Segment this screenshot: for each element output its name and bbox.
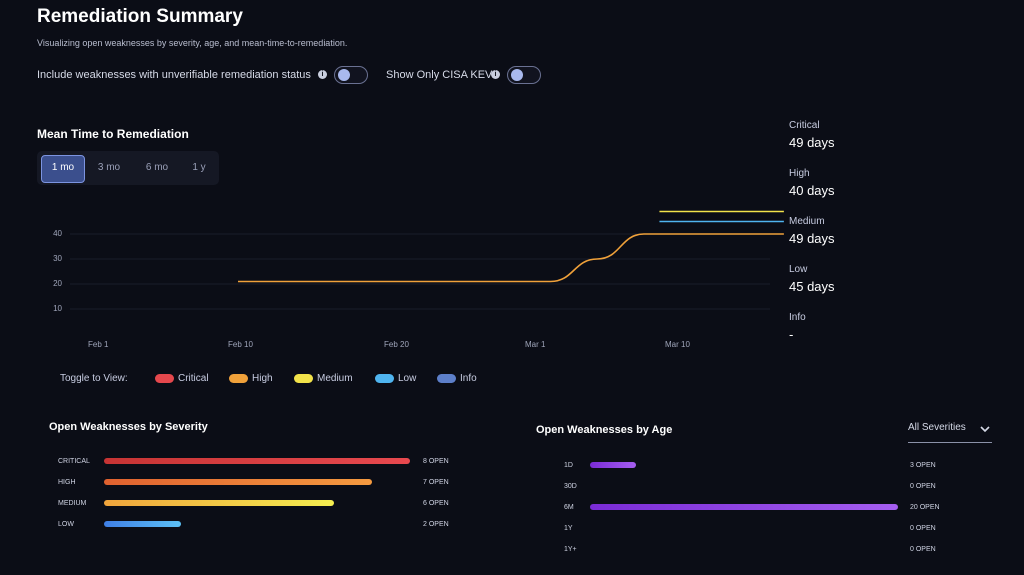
info-icon[interactable]: i <box>318 70 327 79</box>
severity-bar[interactable] <box>104 479 372 485</box>
legend-item-high[interactable]: High <box>229 373 299 385</box>
age-open-count: 3 OPEN <box>910 462 936 469</box>
cisa-kev-toggle-switch[interactable] <box>507 66 541 84</box>
age-open-count: 0 OPEN <box>910 483 936 490</box>
x-tick-label: Mar 10 <box>665 340 690 349</box>
unverifiable-toggle-switch[interactable] <box>334 66 368 84</box>
legend-swatch <box>294 374 313 383</box>
range-button-6mo[interactable]: 6 mo <box>145 162 169 173</box>
y-tick-label: 30 <box>53 254 62 263</box>
mttr-severity-days: 49 days <box>789 231 835 246</box>
age-bar-label: 6M <box>564 504 574 511</box>
x-tick-label: Feb 10 <box>228 340 253 349</box>
unverifiable-toggle-label: Include weaknesses with unverifiable rem… <box>37 69 311 81</box>
severity-panel-title: Open Weaknesses by Severity <box>49 421 208 433</box>
mttr-title: Mean Time to Remediation <box>37 127 189 141</box>
severity-bar[interactable] <box>104 521 181 527</box>
mttr-severity-name: High <box>789 168 810 179</box>
severity-open-count: 8 OPEN <box>423 458 449 465</box>
toggle-knob <box>338 69 350 81</box>
age-bar-label: 1D <box>564 462 573 469</box>
severity-open-count: 6 OPEN <box>423 500 449 507</box>
mttr-severity-days: 40 days <box>789 183 835 198</box>
legend-item-low[interactable]: Low <box>375 373 445 385</box>
age-bar-label: 1Y+ <box>564 546 577 553</box>
legend-label-text: Info <box>460 373 477 384</box>
x-tick-label: Feb 20 <box>384 340 409 349</box>
severity-filter-value: All Severities <box>908 422 966 433</box>
legend-swatch <box>155 374 174 383</box>
legend-label-text: Low <box>398 373 417 384</box>
legend-item-info[interactable]: Info <box>437 373 507 385</box>
mttr-severity-days: 49 days <box>789 135 835 150</box>
range-button-3mo[interactable]: 3 mo <box>97 162 121 173</box>
range-button-1mo[interactable]: 1 mo <box>41 155 85 183</box>
x-tick-label: Feb 1 <box>88 340 109 349</box>
age-bar-label: 1Y <box>564 525 573 532</box>
severity-bar[interactable] <box>104 458 410 464</box>
page-subtitle: Visualizing open weaknesses by severity,… <box>37 38 348 48</box>
severity-bar-label: HIGH <box>58 479 76 486</box>
x-tick-label: Mar 1 <box>525 340 546 349</box>
legend-item-critical[interactable]: Critical <box>155 373 225 385</box>
severity-open-count: 2 OPEN <box>423 521 449 528</box>
mttr-severity-name: Low <box>789 264 808 275</box>
age-open-count: 20 OPEN <box>910 504 940 511</box>
y-tick-label: 10 <box>53 304 62 313</box>
severity-bar-label: MEDIUM <box>58 500 87 507</box>
mttr-severity-name: Info <box>789 312 806 323</box>
toggle-knob <box>511 69 523 81</box>
legend-label-text: Critical <box>178 373 209 384</box>
age-bar-label: 30D <box>564 483 577 490</box>
age-panel-title: Open Weaknesses by Age <box>536 424 673 436</box>
legend-label-text: High <box>252 373 273 384</box>
age-open-count: 0 OPEN <box>910 546 936 553</box>
mttr-severity-name: Critical <box>789 120 820 131</box>
legend-swatch <box>229 374 248 383</box>
y-tick-label: 20 <box>53 279 62 288</box>
severity-bar-label: CRITICAL <box>58 458 90 465</box>
cisa-kev-toggle-label: Show Only CISA KEV <box>386 69 493 81</box>
severity-open-count: 7 OPEN <box>423 479 449 486</box>
page-title: Remediation Summary <box>37 6 243 27</box>
legend-item-medium[interactable]: Medium <box>294 373 364 385</box>
legend-swatch <box>375 374 394 383</box>
info-icon[interactable]: i <box>491 70 500 79</box>
age-open-count: 0 OPEN <box>910 525 936 532</box>
severity-bar-label: LOW <box>58 521 74 528</box>
time-range-selector: 1 mo 3 mo 6 mo 1 y <box>37 151 219 185</box>
legend-label-text: Medium <box>317 373 353 384</box>
age-bar[interactable] <box>590 504 898 510</box>
severity-filter-dropdown[interactable]: All Severities <box>908 422 992 443</box>
chevron-down-icon <box>980 426 990 433</box>
mttr-severity-days: - <box>789 327 794 342</box>
mttr-severity-days: 45 days <box>789 279 835 294</box>
severity-bar[interactable] <box>104 500 334 506</box>
range-button-1y[interactable]: 1 y <box>192 162 206 173</box>
legend-swatch <box>437 374 456 383</box>
age-bar[interactable] <box>590 462 637 468</box>
y-tick-label: 40 <box>53 229 62 238</box>
mttr-severity-name: Medium <box>789 216 825 227</box>
legend-label: Toggle to View: <box>60 373 128 384</box>
series-line-high <box>237 233 784 283</box>
